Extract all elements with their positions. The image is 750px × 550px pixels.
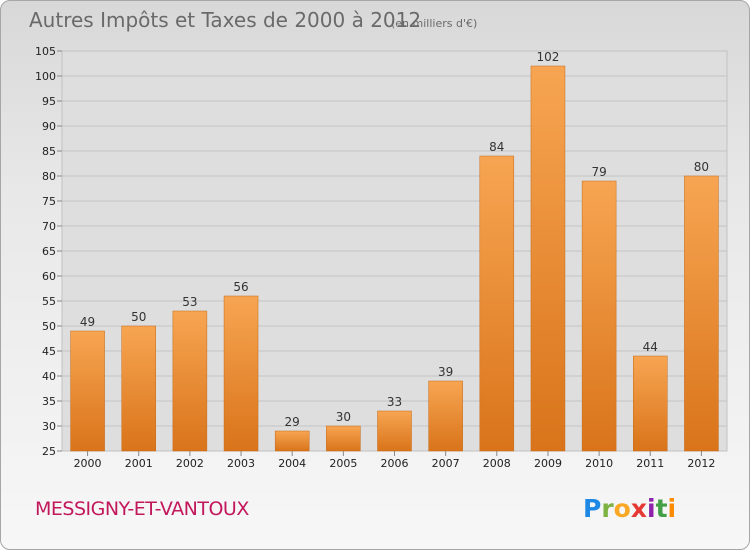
chart-subtitle: (en milliers d'€) [391, 17, 477, 30]
bar [633, 355, 668, 452]
data-label: 80 [694, 160, 709, 174]
data-label: 49 [80, 315, 95, 329]
x-tick-label: 2004 [278, 457, 306, 470]
y-tick-label: 90 [42, 120, 56, 133]
x-tick-label: 2009 [534, 457, 562, 470]
commune-name: MESSIGNY-ET-VANTOUX [35, 498, 249, 520]
chart-title: Autres Impôts et Taxes de 2000 à 2012 [29, 8, 421, 32]
x-tick-label: 2000 [74, 457, 102, 470]
x-tick-label: 2003 [227, 457, 255, 470]
data-label: 39 [438, 365, 453, 379]
y-tick-label: 80 [42, 170, 56, 183]
y-tick-label: 30 [42, 420, 56, 433]
data-label: 50 [131, 310, 146, 324]
bar [70, 330, 105, 452]
proxiti-logo: Proxiti [583, 494, 676, 523]
logo-letter: x [631, 494, 647, 523]
data-label: 29 [285, 415, 300, 429]
y-tick-label: 75 [42, 195, 56, 208]
y-tick-label: 40 [42, 370, 56, 383]
logo-letter: P [583, 494, 601, 523]
data-labels: 49 50 53 56 29 30 33 39 84 102 79 44 80 [80, 50, 709, 429]
bar [530, 65, 566, 452]
y-tick-label: 95 [42, 95, 56, 108]
bar [684, 175, 719, 452]
bar [377, 410, 412, 452]
bar [326, 425, 361, 452]
proxiti-logo-text: Proxiti [583, 494, 676, 523]
bar [121, 325, 156, 452]
data-label: 79 [591, 165, 606, 179]
y-tick-label: 60 [42, 270, 56, 283]
y-tick-label: 70 [42, 220, 56, 233]
x-tick-label: 2008 [483, 457, 511, 470]
logo-letter: i [668, 494, 677, 523]
data-label: 44 [643, 340, 658, 354]
y-tick-label: 85 [42, 145, 56, 158]
data-label: 30 [336, 410, 351, 424]
x-axis: 2000 2001 2002 2003 2004 2005 2006 2007 2008 2009… [74, 451, 715, 470]
y-tick-label: 100 [35, 70, 56, 83]
bars [70, 65, 719, 452]
x-tick-label: 2006 [381, 457, 409, 470]
data-label: 33 [387, 395, 402, 409]
logo-letter: o [614, 494, 631, 523]
x-tick-label: 2012 [687, 457, 715, 470]
bar [274, 430, 310, 452]
data-label: 102 [537, 50, 560, 64]
logo-letter: t [656, 494, 668, 523]
x-tick-label: 2001 [125, 457, 153, 470]
y-tick-label: 45 [42, 345, 56, 358]
y-tick-label: 50 [42, 320, 56, 333]
x-tick-label: 2011 [636, 457, 664, 470]
y-tick-label: 55 [42, 295, 56, 308]
bar [581, 180, 617, 452]
y-tick-label: 25 [42, 445, 56, 458]
logo-letter: i [647, 494, 656, 523]
y-tick-label: 105 [35, 45, 56, 58]
y-tick-label: 65 [42, 245, 56, 258]
x-tick-label: 2005 [329, 457, 357, 470]
y-tick-label: 35 [42, 395, 56, 408]
x-tick-label: 2007 [432, 457, 460, 470]
x-tick-label: 2010 [585, 457, 613, 470]
bar [172, 310, 208, 452]
bar [479, 155, 515, 452]
data-label: 56 [233, 280, 248, 294]
data-label: 84 [489, 140, 504, 154]
data-label: 53 [182, 295, 197, 309]
bar [428, 380, 463, 452]
bar [223, 295, 259, 452]
logo-letter: r [601, 494, 614, 523]
y-axis: 25 30 35 40 45 50 55 60 65 70 75 80 85 90 95 100 105 [35, 45, 62, 458]
x-tick-label: 2002 [176, 457, 204, 470]
